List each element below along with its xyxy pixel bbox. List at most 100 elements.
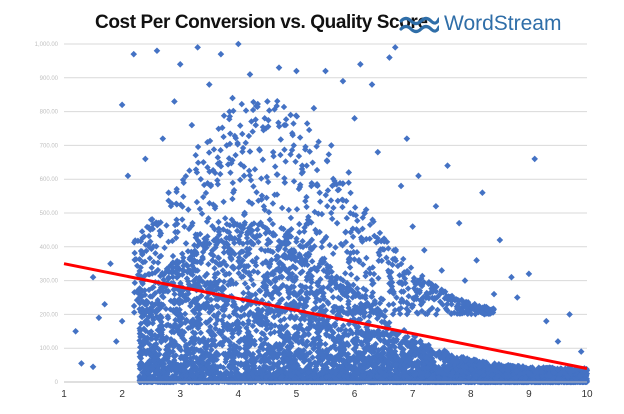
data-point (236, 324, 243, 331)
data-point (340, 322, 347, 329)
data-point (172, 316, 179, 324)
data-point (259, 283, 267, 290)
data-point (406, 359, 414, 366)
data-point (354, 354, 362, 361)
data-point (313, 366, 320, 374)
data-point (231, 239, 238, 247)
data-point (387, 371, 395, 378)
data-point (202, 345, 210, 353)
x-tick-label: 4 (236, 389, 242, 400)
data-point (227, 364, 234, 372)
data-point (187, 368, 194, 375)
data-point (328, 268, 335, 275)
data-point (144, 369, 151, 377)
data-point (560, 369, 567, 376)
data-point (160, 276, 167, 283)
data-point (210, 237, 218, 244)
data-point (165, 274, 172, 281)
data-point (171, 338, 178, 345)
data-point (163, 346, 171, 353)
data-point (322, 307, 330, 314)
data-point (453, 354, 461, 362)
data-point (350, 357, 358, 364)
x-tick-label: 10 (581, 389, 593, 400)
data-point (199, 242, 207, 249)
data-point (150, 357, 158, 364)
data-point (201, 245, 209, 253)
data-point (153, 351, 160, 358)
data-point (375, 346, 382, 354)
data-point (193, 354, 200, 361)
data-point (223, 320, 231, 327)
data-point (255, 317, 263, 325)
data-point (407, 348, 415, 355)
data-point (146, 329, 153, 337)
data-point (137, 355, 145, 362)
data-point (226, 346, 234, 353)
data-point (241, 263, 248, 270)
data-point (194, 242, 201, 250)
data-point (358, 341, 366, 348)
data-point (285, 350, 292, 358)
data-point (255, 309, 263, 316)
data-point (350, 289, 358, 297)
data-point (265, 291, 273, 298)
data-point (226, 222, 234, 229)
data-point (153, 367, 161, 374)
data-point (327, 353, 334, 360)
data-point (314, 326, 322, 333)
data-point (264, 307, 271, 314)
data-point (174, 361, 182, 369)
data-point (209, 353, 216, 360)
data-point (581, 369, 588, 376)
data-point (554, 366, 562, 373)
data-point (275, 311, 282, 319)
data-point (248, 240, 256, 248)
data-point (519, 363, 527, 370)
data-point (530, 366, 537, 374)
data-point (168, 267, 176, 274)
data-point (294, 334, 301, 341)
data-point (402, 334, 409, 341)
data-point (354, 336, 361, 344)
x-tick-label: 1 (61, 389, 67, 400)
data-point (263, 325, 270, 333)
data-point (157, 338, 165, 346)
chart-title: Cost Per Conversion vs. Quality Score (95, 12, 428, 33)
data-point (268, 374, 275, 382)
data-point (335, 326, 342, 333)
data-point (309, 354, 316, 361)
data-point (177, 365, 184, 373)
data-point (201, 376, 209, 383)
data-point (201, 272, 209, 280)
data-point (164, 313, 172, 320)
data-point (330, 336, 337, 343)
data-point (160, 288, 167, 295)
data-point (303, 276, 311, 284)
data-point (194, 314, 201, 321)
data-point (326, 324, 334, 331)
data-point (526, 371, 534, 378)
data-point (167, 261, 175, 269)
data-point (564, 365, 571, 373)
data-point (220, 312, 228, 320)
data-point (368, 343, 376, 351)
data-point (149, 362, 157, 370)
data-point (255, 348, 262, 355)
x-tick-label: 2 (119, 389, 125, 400)
data-point (238, 229, 245, 236)
data-point (415, 360, 423, 368)
data-point (179, 266, 187, 274)
data-point (237, 313, 244, 321)
data-point (408, 341, 415, 348)
data-point (278, 296, 286, 303)
data-point (221, 271, 229, 278)
data-point (298, 287, 305, 295)
data-point (399, 348, 406, 356)
data-point (317, 304, 324, 312)
data-point (191, 247, 199, 254)
data-point (197, 354, 205, 361)
data-point (424, 364, 432, 371)
data-point (262, 224, 269, 232)
data-point (317, 275, 324, 283)
